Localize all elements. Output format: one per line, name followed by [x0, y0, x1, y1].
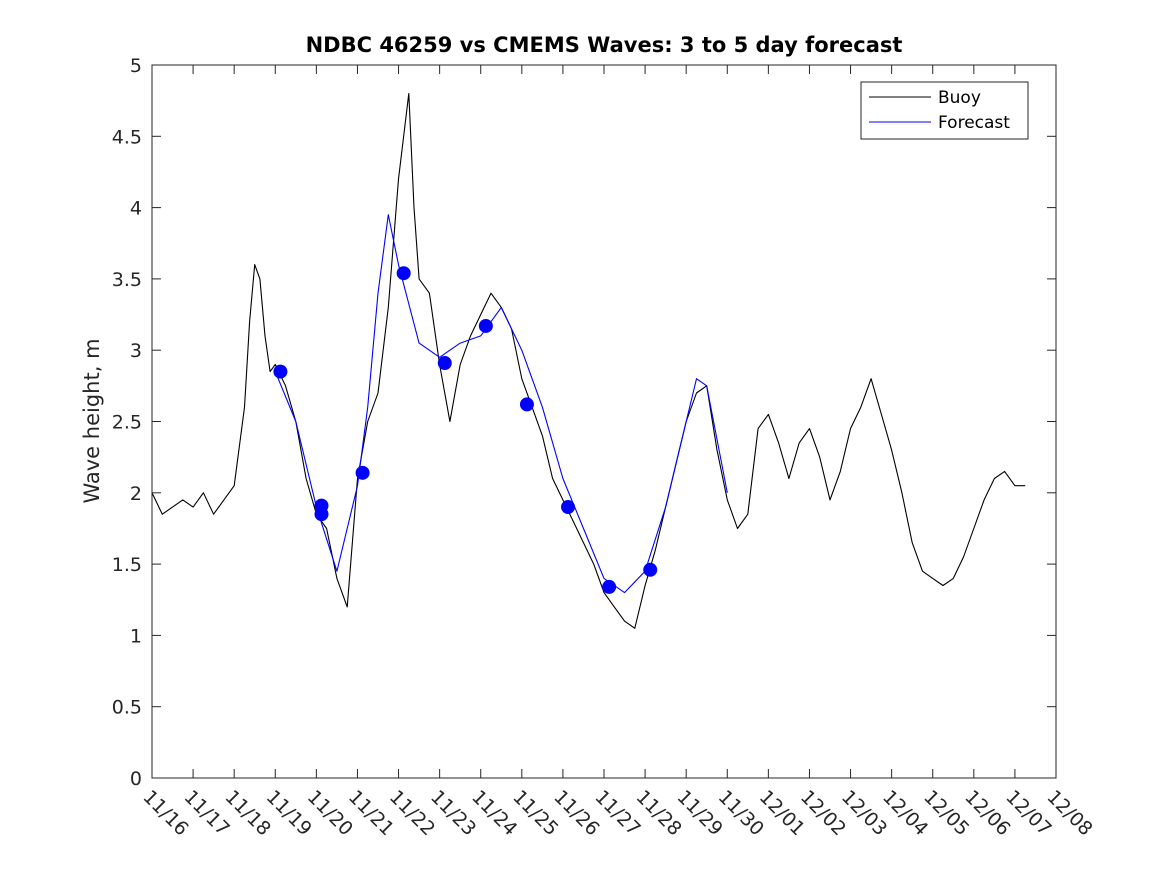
- legend-box: [860, 81, 1029, 140]
- y-tick-label: 0.5: [112, 697, 142, 719]
- y-tick-label: 1.5: [112, 554, 142, 576]
- y-tick-label: 1: [130, 625, 142, 647]
- legend-label-forecast: Forecast: [938, 113, 1010, 133]
- forecast-marker: [602, 579, 617, 594]
- y-tick-label: 2.5: [112, 412, 142, 434]
- forecast-marker: [437, 356, 452, 371]
- y-tick-label: 5: [130, 55, 142, 77]
- y-tick-label: 2: [130, 483, 142, 505]
- y-axis-label: Wave height, m: [80, 338, 104, 503]
- y-tick-label: 3.5: [112, 269, 142, 291]
- forecast-marker: [561, 500, 576, 515]
- forecast-marker: [643, 562, 658, 577]
- y-tick-label: 4.5: [112, 126, 142, 148]
- forecast-marker: [396, 266, 411, 281]
- y-tick-label: 0: [130, 768, 142, 790]
- data-layer: [151, 92, 1026, 629]
- chart-title: NDBC 46259 vs CMEMS Waves: 3 to 5 day fo…: [306, 33, 903, 57]
- legend: Buoy Forecast: [860, 81, 1029, 140]
- forecast-marker: [519, 397, 534, 412]
- forecast-marker: [478, 318, 493, 333]
- forecast-marker: [355, 465, 370, 480]
- forecast-marker: [273, 364, 288, 379]
- legend-label-buoy: Buoy: [938, 88, 981, 108]
- y-tick-label: 4: [130, 198, 142, 220]
- forecast-marker: [314, 507, 329, 522]
- plot-area: [152, 65, 1056, 778]
- y-tick-label: 3: [130, 340, 142, 362]
